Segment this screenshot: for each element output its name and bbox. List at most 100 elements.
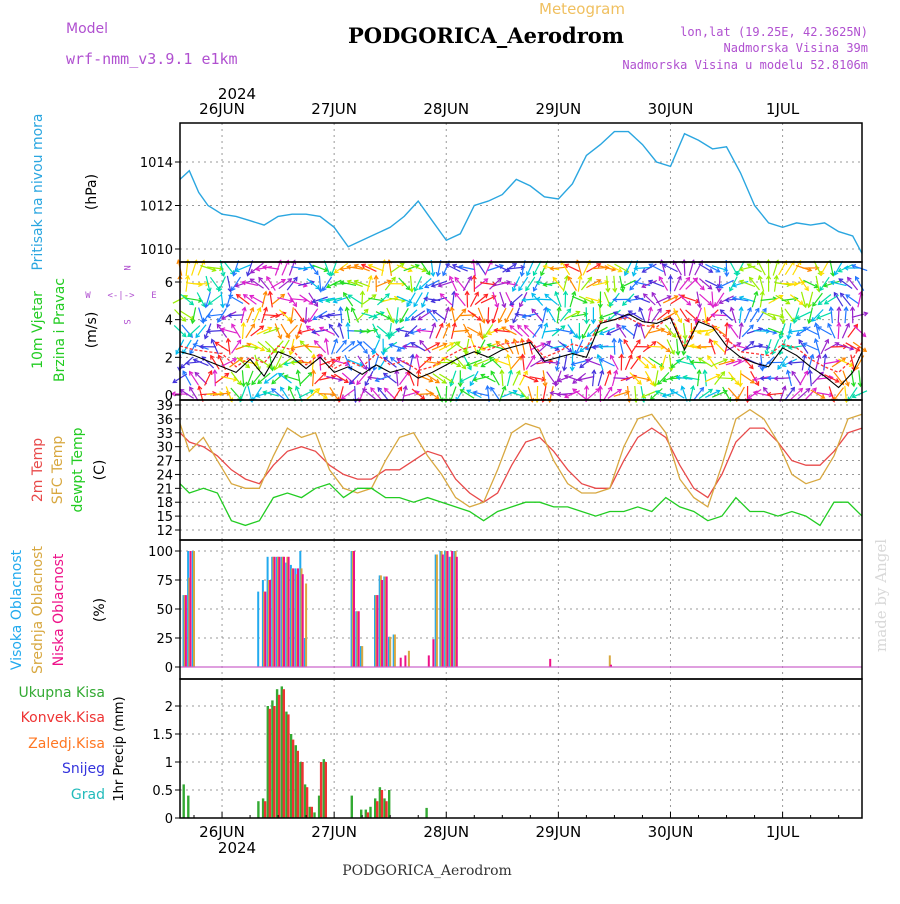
wind-arrow-shaft	[603, 387, 611, 401]
wind-arrow-shaft	[671, 358, 684, 368]
wind-arrow-shaft	[742, 325, 753, 337]
wind-arrow-shaft	[649, 264, 663, 271]
compass-north: N	[121, 265, 131, 270]
date-label-top: 29JUN	[536, 100, 582, 118]
wind-arrow-shaft	[520, 371, 527, 385]
wind-arrow	[630, 278, 641, 290]
wind-arrow	[742, 342, 754, 353]
wind-arrow	[808, 370, 812, 386]
wind-arrow	[384, 358, 397, 368]
wind-arrow	[533, 277, 541, 291]
wind-arrow-shaft	[362, 292, 363, 308]
wind-arrow	[221, 377, 237, 382]
wind-arrow	[410, 276, 414, 292]
cloud-label-low: Niska Oblacnost	[51, 553, 67, 666]
wind-arrow-shaft	[433, 374, 446, 383]
wind-arrow	[820, 277, 829, 290]
wind-arrow	[730, 308, 736, 323]
wind-arrow	[410, 355, 415, 371]
wind-arrow	[477, 261, 486, 274]
cloud-unit: (%)	[92, 598, 108, 622]
wind-arrow	[450, 371, 456, 386]
date-label-bottom: 26JUN	[199, 823, 245, 841]
wind-arrow	[360, 292, 364, 308]
wind-arrow-shaft	[630, 278, 641, 290]
cloud-bar-low	[288, 557, 290, 667]
cloud-bar-low	[386, 577, 388, 668]
wind-arrow	[605, 371, 611, 386]
wind-arrow	[254, 308, 261, 323]
wind-arrow-shaft	[197, 293, 205, 307]
wind-arrow-shaft	[834, 388, 844, 401]
wind-arrow-shaft	[835, 261, 843, 275]
wind-arrow-shaft	[693, 278, 704, 290]
cloud-bar-mid	[394, 635, 396, 668]
wind-arrow	[673, 261, 681, 275]
wind-arrow-shaft	[272, 373, 284, 384]
wind-arrow-shaft	[600, 359, 614, 366]
wind-arrow-shaft	[581, 278, 591, 291]
wind-arrow	[241, 370, 245, 386]
wind-arrow-shaft	[848, 387, 857, 400]
wind-arrow-shaft	[854, 326, 866, 337]
wind-arrow-shaft	[232, 277, 241, 290]
wind-arrow	[300, 373, 311, 384]
wind-arrow-shaft	[455, 278, 465, 291]
wind-arrow	[789, 361, 805, 365]
wind-arrow	[197, 293, 205, 307]
temp-sfc-line	[180, 410, 862, 507]
wind-arrow-shaft	[737, 261, 745, 275]
cloud-bar-mid	[305, 584, 307, 668]
wind-arrow	[307, 279, 319, 289]
wind-arrow-shaft	[456, 387, 464, 401]
precip-bar-total	[351, 796, 353, 818]
precip-bar-total	[313, 812, 315, 818]
wind-arrow	[705, 280, 719, 287]
wind-arrow	[828, 324, 835, 339]
wind-arrow	[388, 323, 392, 339]
wind-arrow	[774, 276, 778, 292]
wind-arrow	[521, 355, 525, 371]
precip-label-snow: Snijeg	[62, 761, 105, 777]
wind-arrow	[762, 312, 776, 320]
wind-arrow-shaft	[319, 394, 335, 395]
cloud-bar-low	[381, 580, 383, 667]
wind-arrow-shaft	[481, 296, 496, 303]
wind-arrow-shaft	[219, 277, 226, 292]
wind-arrow-shaft	[658, 372, 669, 384]
wind-arrow-shaft	[625, 261, 632, 275]
wind-arrow-shaft	[533, 324, 542, 337]
cloud-bar-low	[442, 555, 444, 668]
wind-arrow-shaft	[719, 378, 735, 379]
wind-arrow-shaft	[698, 347, 714, 348]
wind-arrow	[373, 324, 380, 338]
date-label-top: 26JUN	[199, 100, 245, 118]
wind-arrow	[384, 373, 397, 383]
precip-bar-convective	[320, 762, 322, 818]
y-tick-label: 12	[156, 524, 173, 539]
wind-arrow	[711, 292, 715, 308]
wind-arrow-shaft	[377, 326, 389, 336]
wind-arrow-shaft	[506, 308, 514, 322]
wind-arrow-shaft	[803, 328, 817, 335]
cloud-bar-low	[400, 658, 402, 667]
cloud-bar-low	[278, 557, 280, 667]
wind-arrow-shaft	[652, 309, 661, 322]
wind-arrow-shaft	[491, 371, 499, 385]
wind-arrow	[471, 292, 479, 306]
wind-arrow	[693, 278, 704, 290]
cloud-bar-low	[269, 580, 271, 667]
wind-arrow	[231, 372, 241, 385]
pressure-line	[180, 132, 862, 254]
precip-bar-convective	[297, 751, 299, 818]
temp-label-dew: dewpt Temp	[70, 427, 86, 512]
y-tick-label: 1.5	[152, 728, 173, 743]
wind-arrow-shaft	[705, 391, 719, 398]
y-tick-label: 50	[156, 603, 173, 618]
wind-arrow-shaft	[775, 378, 791, 379]
precip-bar-convective	[264, 801, 266, 818]
panel-frame	[180, 400, 862, 540]
wind-arrow	[637, 357, 649, 368]
